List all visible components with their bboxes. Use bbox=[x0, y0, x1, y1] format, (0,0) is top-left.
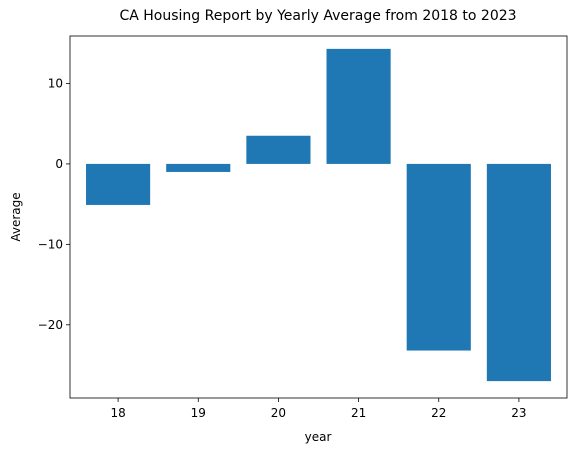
bar-22 bbox=[406, 163, 471, 351]
bar-19 bbox=[166, 163, 231, 172]
y-axis-label: Average bbox=[9, 192, 23, 241]
y-tick-label: 10 bbox=[48, 76, 63, 90]
bar-21 bbox=[326, 48, 391, 164]
bars-group bbox=[86, 48, 551, 382]
x-tick-label: 23 bbox=[511, 406, 526, 420]
bar-18 bbox=[86, 163, 151, 205]
x-tick-label: 22 bbox=[431, 406, 446, 420]
y-axis-ticks: 10 0 −10 −20 bbox=[38, 76, 70, 332]
y-tick-label: −20 bbox=[38, 318, 63, 332]
x-tick-label: 21 bbox=[351, 406, 366, 420]
chart-title: CA Housing Report by Yearly Average from… bbox=[119, 8, 516, 24]
bar-23 bbox=[486, 163, 551, 382]
y-tick-label: 0 bbox=[55, 157, 63, 171]
x-tick-label: 18 bbox=[110, 406, 125, 420]
x-tick-label: 20 bbox=[271, 406, 286, 420]
x-axis-ticks: 18 19 20 21 22 23 bbox=[110, 398, 527, 420]
x-tick-label: 19 bbox=[191, 406, 206, 420]
y-tick-label: −10 bbox=[38, 237, 63, 251]
bar-20 bbox=[246, 135, 311, 164]
x-axis-label: year bbox=[305, 430, 332, 444]
plot-frame bbox=[69, 35, 568, 399]
